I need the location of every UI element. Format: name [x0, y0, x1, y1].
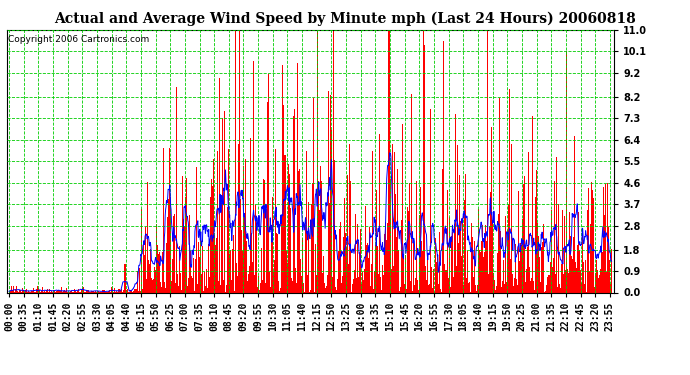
Text: Copyright 2006 Cartronics.com: Copyright 2006 Cartronics.com: [8, 35, 149, 44]
Text: Actual and Average Wind Speed by Minute mph (Last 24 Hours) 20060818: Actual and Average Wind Speed by Minute …: [54, 11, 636, 26]
